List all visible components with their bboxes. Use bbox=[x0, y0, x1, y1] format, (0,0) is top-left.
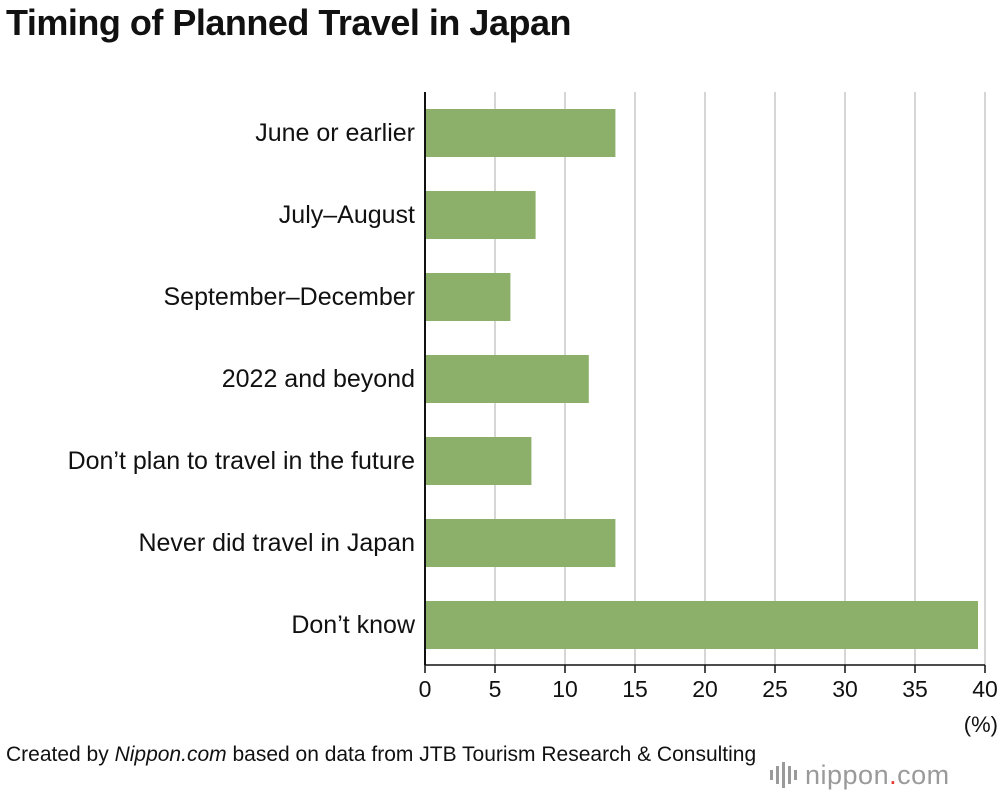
credit-suffix: based on data from JTB Tourism Research … bbox=[226, 743, 757, 766]
bar bbox=[425, 191, 536, 239]
bar bbox=[425, 601, 978, 649]
x-tick-label: 0 bbox=[419, 676, 432, 702]
bar bbox=[425, 437, 532, 485]
logo-mark-icon bbox=[770, 762, 797, 788]
x-tick-label: 15 bbox=[622, 676, 648, 702]
x-tick-label: 25 bbox=[762, 676, 788, 702]
category-label: July–August bbox=[279, 201, 415, 229]
bar bbox=[425, 273, 511, 321]
x-tick-label: 40 bbox=[972, 676, 998, 702]
category-labels: June or earlier July–August September–Dece… bbox=[68, 119, 416, 639]
category-label: September–December bbox=[163, 283, 415, 311]
category-label: Don’t plan to travel in the future bbox=[68, 447, 415, 475]
credit-source: Nippon.com bbox=[114, 743, 227, 766]
x-tick-label: 5 bbox=[489, 676, 502, 702]
category-label: Don’t know bbox=[291, 611, 416, 639]
chart-title: Timing of Planned Travel in Japan bbox=[6, 2, 571, 43]
category-label: 2022 and beyond bbox=[222, 365, 415, 393]
x-tick-label: 35 bbox=[902, 676, 928, 702]
source-credit: Created by Nippon.com based on data from… bbox=[6, 741, 756, 768]
logo-text: nippon.com bbox=[805, 759, 950, 790]
x-tick-label: 30 bbox=[832, 676, 858, 702]
axes bbox=[424, 92, 986, 673]
x-unit-label: (%) bbox=[964, 712, 998, 737]
x-tick-label: 20 bbox=[692, 676, 718, 702]
category-label: Never did travel in Japan bbox=[138, 529, 415, 557]
bar bbox=[425, 355, 589, 403]
credit-prefix: Created by bbox=[6, 743, 115, 766]
bars bbox=[425, 109, 978, 649]
bar bbox=[425, 109, 616, 157]
category-label: June or earlier bbox=[255, 119, 415, 147]
bar-chart: June or earlier July–August September–Dece… bbox=[68, 92, 998, 737]
nippon-logo: nippon.com bbox=[770, 758, 950, 792]
tick-labels: 0 5 10 15 20 25 30 35 40 bbox=[419, 676, 998, 702]
x-tick-label: 10 bbox=[552, 676, 578, 702]
bar bbox=[425, 519, 616, 567]
